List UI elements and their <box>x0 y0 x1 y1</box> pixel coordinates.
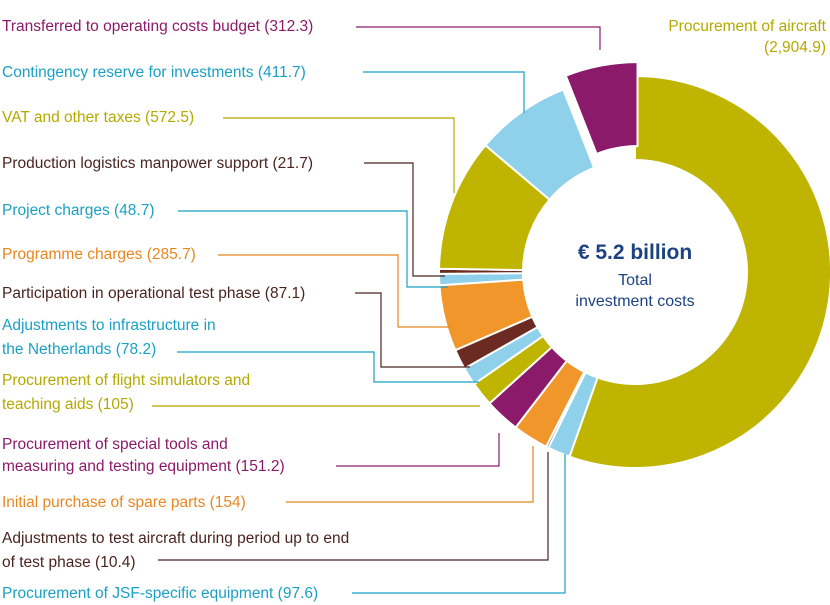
slice-label: Procurement of JSF-specific equipment (9… <box>2 585 318 602</box>
slice-label: Programme charges (285.7) <box>2 246 196 263</box>
leader-line <box>286 446 534 503</box>
slice-label-line: Initial purchase of spare parts (154) <box>2 494 246 511</box>
leader-line-group <box>152 26 601 594</box>
slice-label-line: Project charges (48.7) <box>2 202 155 219</box>
slice-label: Initial purchase of spare parts (154) <box>2 494 246 511</box>
slice-label-line: teaching aids (105) <box>2 396 134 413</box>
leader-line <box>177 351 479 383</box>
leader-line <box>356 26 601 50</box>
center-total-caption-line1: Total <box>618 272 652 289</box>
slice-label-line: Production logistics manpower support (2… <box>2 155 313 172</box>
donut-slice <box>484 88 596 202</box>
slice-label-line: Adjustments to infrastructure in <box>2 317 216 334</box>
donut-slice <box>568 74 830 469</box>
slice-label: Adjustments to test aircraft during peri… <box>2 530 349 571</box>
leader-line <box>355 292 470 368</box>
leader-line <box>223 117 455 193</box>
slice-label: Contingency reserve for investments (411… <box>2 64 306 81</box>
center-label: € 5.2 billion Total investment costs <box>575 241 694 310</box>
slice-label-line: Procurement of aircraft <box>668 18 826 35</box>
center-total-amount: € 5.2 billion <box>578 241 692 264</box>
slice-label-line: VAT and other taxes (572.5) <box>2 109 194 126</box>
slice-label-line: Procurement of special tools and <box>2 436 228 453</box>
slice-label: Procurement of flight simulators and teac… <box>2 372 250 413</box>
slice-label-line: Procurement of JSF-specific equipment (9… <box>2 585 318 602</box>
leader-line <box>178 210 448 288</box>
slice-label: Transferred to operating costs budget (3… <box>2 18 313 35</box>
donut-slice <box>564 61 639 156</box>
leader-line <box>352 454 566 594</box>
slice-label-line: Transferred to operating costs budget (3… <box>2 18 313 35</box>
slice-label: Adjustments to infrastructure in the Neth… <box>2 317 216 358</box>
slice-label: Project charges (48.7) <box>2 202 155 219</box>
slice-label: Procurement of special tools and measurin… <box>2 436 285 475</box>
slice-label-line: Contingency reserve for investments (411… <box>2 64 306 81</box>
slice-label-line: Procurement of flight simulators and <box>2 372 250 389</box>
leader-line <box>336 433 500 467</box>
slice-label: Procurement of aircraft (2,904.9) <box>668 18 826 56</box>
leader-line <box>158 452 549 561</box>
leader-line <box>218 254 450 328</box>
slice-label-line: the Netherlands (78.2) <box>2 341 156 358</box>
slice-label-line: of test phase (10.4) <box>2 554 136 571</box>
center-total-caption-line2: investment costs <box>575 293 694 310</box>
leader-line <box>363 71 525 113</box>
slice-group <box>437 61 830 469</box>
slice-label-line: measuring and testing equipment (151.2) <box>2 458 285 475</box>
slice-label: VAT and other taxes (572.5) <box>2 109 194 126</box>
slice-label-line: (2,904.9) <box>764 39 826 56</box>
slice-label-line: Participation in operational test phase … <box>2 285 305 302</box>
label-group: Procurement of aircraft (2,904.9)Procurem… <box>2 18 827 602</box>
slice-label-line: Programme charges (285.7) <box>2 246 196 263</box>
slice-label: Participation in operational test phase … <box>2 285 305 302</box>
leader-line <box>364 162 445 277</box>
slice-label: Production logistics manpower support (2… <box>2 155 313 172</box>
slice-label-line: Adjustments to test aircraft during peri… <box>2 530 349 547</box>
